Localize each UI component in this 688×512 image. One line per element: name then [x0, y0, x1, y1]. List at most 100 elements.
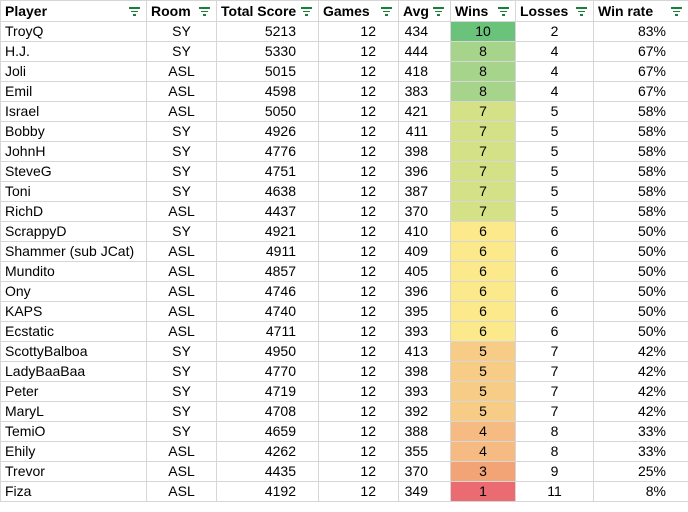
- header-total-score[interactable]: Total Score: [216, 0, 319, 22]
- cell-avg[interactable]: 410: [398, 221, 451, 242]
- cell-games[interactable]: 12: [318, 361, 399, 382]
- cell-games[interactable]: 12: [318, 181, 399, 202]
- cell-losses[interactable]: 5: [515, 201, 594, 222]
- header-losses[interactable]: Losses: [515, 0, 594, 22]
- cell-room[interactable]: ASL: [146, 101, 217, 122]
- cell-wins[interactable]: 5: [450, 361, 516, 382]
- cell-win-rate[interactable]: 67%: [593, 61, 688, 82]
- cell-avg[interactable]: 398: [398, 361, 451, 382]
- cell-win-rate[interactable]: 33%: [593, 421, 688, 442]
- cell-games[interactable]: 12: [318, 301, 399, 322]
- cell-total-score[interactable]: 4746: [216, 281, 319, 302]
- cell-losses[interactable]: 5: [515, 161, 594, 182]
- cell-total-score[interactable]: 5213: [216, 21, 319, 42]
- cell-wins[interactable]: 3: [450, 461, 516, 482]
- cell-games[interactable]: 12: [318, 201, 399, 222]
- cell-room[interactable]: SY: [146, 421, 217, 442]
- cell-losses[interactable]: 2: [515, 21, 594, 42]
- cell-win-rate[interactable]: 58%: [593, 201, 688, 222]
- cell-total-score[interactable]: 4911: [216, 241, 319, 262]
- cell-win-rate[interactable]: 42%: [593, 361, 688, 382]
- cell-room[interactable]: ASL: [146, 441, 217, 462]
- cell-win-rate[interactable]: 67%: [593, 81, 688, 102]
- cell-player[interactable]: Bobby: [0, 121, 147, 142]
- cell-avg[interactable]: 396: [398, 281, 451, 302]
- cell-room[interactable]: SY: [146, 21, 217, 42]
- cell-win-rate[interactable]: 50%: [593, 281, 688, 302]
- cell-player[interactable]: Peter: [0, 381, 147, 402]
- cell-total-score[interactable]: 4719: [216, 381, 319, 402]
- cell-games[interactable]: 12: [318, 381, 399, 402]
- cell-avg[interactable]: 370: [398, 201, 451, 222]
- cell-player[interactable]: Toni: [0, 181, 147, 202]
- cell-total-score[interactable]: 4776: [216, 141, 319, 162]
- cell-avg[interactable]: 349: [398, 481, 451, 502]
- cell-player[interactable]: H.J.: [0, 41, 147, 62]
- cell-win-rate[interactable]: 8%: [593, 481, 688, 502]
- cell-avg[interactable]: 444: [398, 41, 451, 62]
- cell-wins[interactable]: 8: [450, 61, 516, 82]
- cell-losses[interactable]: 6: [515, 301, 594, 322]
- cell-win-rate[interactable]: 58%: [593, 121, 688, 142]
- cell-losses[interactable]: 5: [515, 101, 594, 122]
- header-avg[interactable]: Avg: [398, 0, 451, 22]
- cell-losses[interactable]: 6: [515, 261, 594, 282]
- cell-total-score[interactable]: 4708: [216, 401, 319, 422]
- cell-player[interactable]: KAPS: [0, 301, 147, 322]
- header-win-rate[interactable]: Win rate: [593, 0, 688, 22]
- cell-player[interactable]: Fiza: [0, 481, 147, 502]
- cell-losses[interactable]: 5: [515, 181, 594, 202]
- filter-icon[interactable]: [671, 7, 682, 16]
- cell-player[interactable]: LadyBaaBaa: [0, 361, 147, 382]
- cell-total-score[interactable]: 4770: [216, 361, 319, 382]
- cell-player[interactable]: Ehily: [0, 441, 147, 462]
- cell-win-rate[interactable]: 58%: [593, 141, 688, 162]
- cell-losses[interactable]: 6: [515, 281, 594, 302]
- cell-player[interactable]: TroyQ: [0, 21, 147, 42]
- cell-win-rate[interactable]: 67%: [593, 41, 688, 62]
- cell-avg[interactable]: 392: [398, 401, 451, 422]
- filter-icon[interactable]: [301, 7, 312, 16]
- cell-games[interactable]: 12: [318, 21, 399, 42]
- cell-room[interactable]: ASL: [146, 481, 217, 502]
- cell-total-score[interactable]: 4598: [216, 81, 319, 102]
- cell-total-score[interactable]: 4926: [216, 121, 319, 142]
- cell-games[interactable]: 12: [318, 221, 399, 242]
- cell-wins[interactable]: 4: [450, 421, 516, 442]
- filter-icon[interactable]: [433, 7, 444, 16]
- cell-wins[interactable]: 6: [450, 321, 516, 342]
- cell-total-score[interactable]: 4192: [216, 481, 319, 502]
- cell-player[interactable]: ScrappyD: [0, 221, 147, 242]
- cell-losses[interactable]: 9: [515, 461, 594, 482]
- cell-losses[interactable]: 4: [515, 41, 594, 62]
- header-room[interactable]: Room: [146, 0, 217, 22]
- cell-player[interactable]: JohnH: [0, 141, 147, 162]
- cell-total-score[interactable]: 4659: [216, 421, 319, 442]
- cell-total-score[interactable]: 4638: [216, 181, 319, 202]
- cell-losses[interactable]: 7: [515, 361, 594, 382]
- cell-room[interactable]: SY: [146, 361, 217, 382]
- cell-avg[interactable]: 421: [398, 101, 451, 122]
- header-games[interactable]: Games: [318, 0, 399, 22]
- cell-player[interactable]: Trevor: [0, 461, 147, 482]
- cell-win-rate[interactable]: 50%: [593, 261, 688, 282]
- cell-wins[interactable]: 7: [450, 181, 516, 202]
- cell-total-score[interactable]: 4262: [216, 441, 319, 462]
- cell-total-score[interactable]: 4740: [216, 301, 319, 322]
- cell-player[interactable]: Emil: [0, 81, 147, 102]
- cell-wins[interactable]: 10: [450, 21, 516, 42]
- cell-room[interactable]: ASL: [146, 301, 217, 322]
- cell-room[interactable]: SY: [146, 161, 217, 182]
- cell-room[interactable]: SY: [146, 121, 217, 142]
- cell-win-rate[interactable]: 58%: [593, 181, 688, 202]
- cell-games[interactable]: 12: [318, 41, 399, 62]
- cell-games[interactable]: 12: [318, 241, 399, 262]
- cell-room[interactable]: SY: [146, 41, 217, 62]
- cell-losses[interactable]: 6: [515, 241, 594, 262]
- cell-room[interactable]: ASL: [146, 241, 217, 262]
- cell-avg[interactable]: 409: [398, 241, 451, 262]
- cell-player[interactable]: Ony: [0, 281, 147, 302]
- cell-player[interactable]: SteveG: [0, 161, 147, 182]
- cell-total-score[interactable]: 5050: [216, 101, 319, 122]
- cell-avg[interactable]: 434: [398, 21, 451, 42]
